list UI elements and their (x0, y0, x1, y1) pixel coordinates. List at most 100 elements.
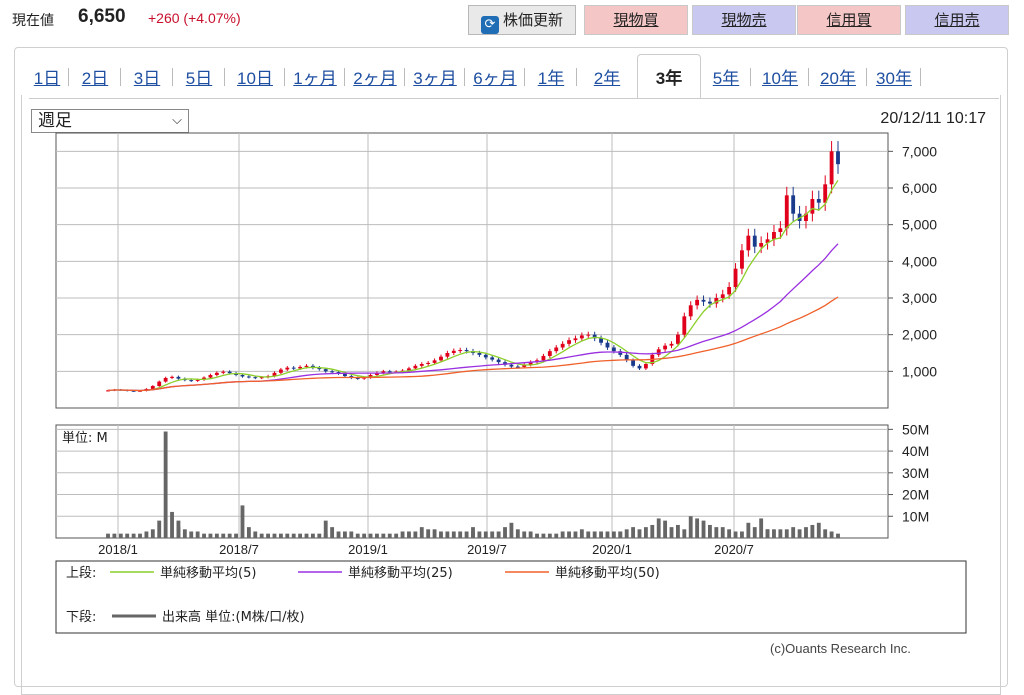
volume-bar (535, 533, 539, 538)
x-tick-label: 2020/1 (592, 542, 632, 557)
tab-10[interactable]: 2年 (593, 68, 621, 88)
volume-bar (176, 527, 181, 538)
volume-bar (227, 533, 232, 538)
candle-body (573, 338, 578, 341)
candle-body (701, 299, 706, 302)
candle-body (740, 250, 744, 269)
candle-body (611, 347, 616, 352)
volume-bar (214, 533, 219, 538)
volume-bar (266, 533, 271, 538)
tab-6[interactable]: 2ヶ月 (345, 54, 405, 98)
candle-body (791, 195, 796, 214)
tab-11[interactable]: 3年 (637, 54, 701, 98)
candle-body (772, 232, 776, 240)
candle-body (477, 353, 482, 355)
candle-body (682, 316, 687, 335)
volume-bar (650, 524, 655, 538)
volume-bar (413, 531, 418, 538)
candle-body (797, 213, 802, 221)
candle-body (387, 371, 392, 373)
tab-7[interactable]: 3ヶ月 (405, 54, 465, 98)
price-tick-label: 5,000 (902, 217, 937, 233)
candle-body (490, 357, 495, 360)
volume-bar (419, 527, 424, 538)
volume-bar (675, 524, 680, 538)
volume-bar (618, 531, 623, 538)
volume-bar (483, 531, 488, 538)
volume-bar (637, 529, 642, 538)
tab-9[interactable]: 1年 (525, 54, 577, 98)
volume-tick-label: 40M (902, 443, 929, 459)
candle-body (343, 373, 347, 377)
volume-bar (400, 531, 405, 538)
tab-0[interactable]: 1日 (25, 54, 69, 98)
candle-body (227, 371, 232, 374)
tab-13[interactable]: 10年 (751, 54, 809, 98)
candle-body (317, 367, 322, 370)
candle-body (752, 235, 757, 247)
volume-bar (682, 529, 687, 538)
tab-1[interactable]: 2日 (69, 54, 121, 98)
volume-bar (592, 531, 597, 538)
volume-bar (708, 524, 712, 538)
refresh-price-button[interactable]: ⟳ 株価更新 (468, 5, 576, 35)
candle-body (784, 195, 789, 229)
margin-buy-button[interactable]: 信用買 (797, 5, 901, 35)
volume-bar (746, 522, 751, 538)
candle-body (496, 359, 501, 363)
candle-body (554, 347, 559, 352)
tab-14[interactable]: 20年 (809, 54, 867, 98)
volume-bar (714, 527, 719, 538)
tab-4[interactable]: 10日 (225, 54, 285, 98)
candle-body (439, 356, 443, 361)
candle-body (195, 379, 200, 381)
quote-header: 現在値 6,650 +260 (+4.07%) ⟳ 株価更新 現物買 現物売 信用… (0, 0, 1024, 42)
tab-15[interactable]: 30年 (867, 54, 921, 98)
cash-sell-button[interactable]: 現物売 (692, 5, 796, 35)
volume-bar (695, 518, 700, 538)
volume-bar (733, 531, 738, 538)
tab-5[interactable]: 1ヶ月 (285, 54, 345, 98)
refresh-icon: ⟳ (480, 16, 499, 34)
price-tick-label: 2,000 (902, 327, 937, 343)
price-frame (55, 132, 889, 409)
candle-body (170, 376, 174, 378)
current-price: 6,650 (78, 6, 126, 27)
candle-body (355, 377, 360, 379)
volume-bar (118, 533, 123, 538)
volume-bar (727, 529, 732, 538)
tab-12[interactable]: 5年 (701, 54, 751, 98)
volume-bar (611, 531, 616, 538)
candle-body (643, 364, 648, 369)
volume-bar (579, 529, 584, 538)
legend-item-0: 単純移動平均(5) (160, 565, 256, 581)
volume-bar (426, 529, 431, 538)
volume-bar (477, 531, 482, 538)
candle-body (836, 151, 840, 165)
tab-3[interactable]: 5日 (173, 54, 225, 98)
candle-body (259, 377, 264, 379)
tab-divider (29, 98, 999, 99)
interval-select-value: 週足 (38, 111, 72, 131)
candle-body (669, 343, 674, 346)
volume-bar (509, 522, 514, 538)
x-tick-label: 2019/7 (467, 542, 507, 557)
candle-body (240, 375, 245, 377)
current-price-label: 現在値 (12, 13, 54, 29)
cash-buy-button[interactable]: 現物買 (584, 5, 688, 35)
price-tick-label: 1,000 (902, 363, 937, 379)
candle-body (579, 335, 584, 339)
candle-body (816, 199, 821, 203)
candle-body (189, 380, 194, 382)
candle-body (695, 299, 700, 306)
candle-body (272, 372, 277, 377)
candle-body (176, 376, 181, 379)
tab-2[interactable]: 3日 (121, 54, 173, 98)
tab-8[interactable]: 6ヶ月 (465, 54, 525, 98)
margin-sell-button[interactable]: 信用売 (905, 5, 1009, 35)
volume-bar (221, 533, 226, 538)
interval-select[interactable]: 週足 ⌵ (31, 109, 189, 133)
candle-body (208, 375, 213, 378)
candle-body (157, 381, 162, 386)
candle-body (221, 371, 226, 373)
